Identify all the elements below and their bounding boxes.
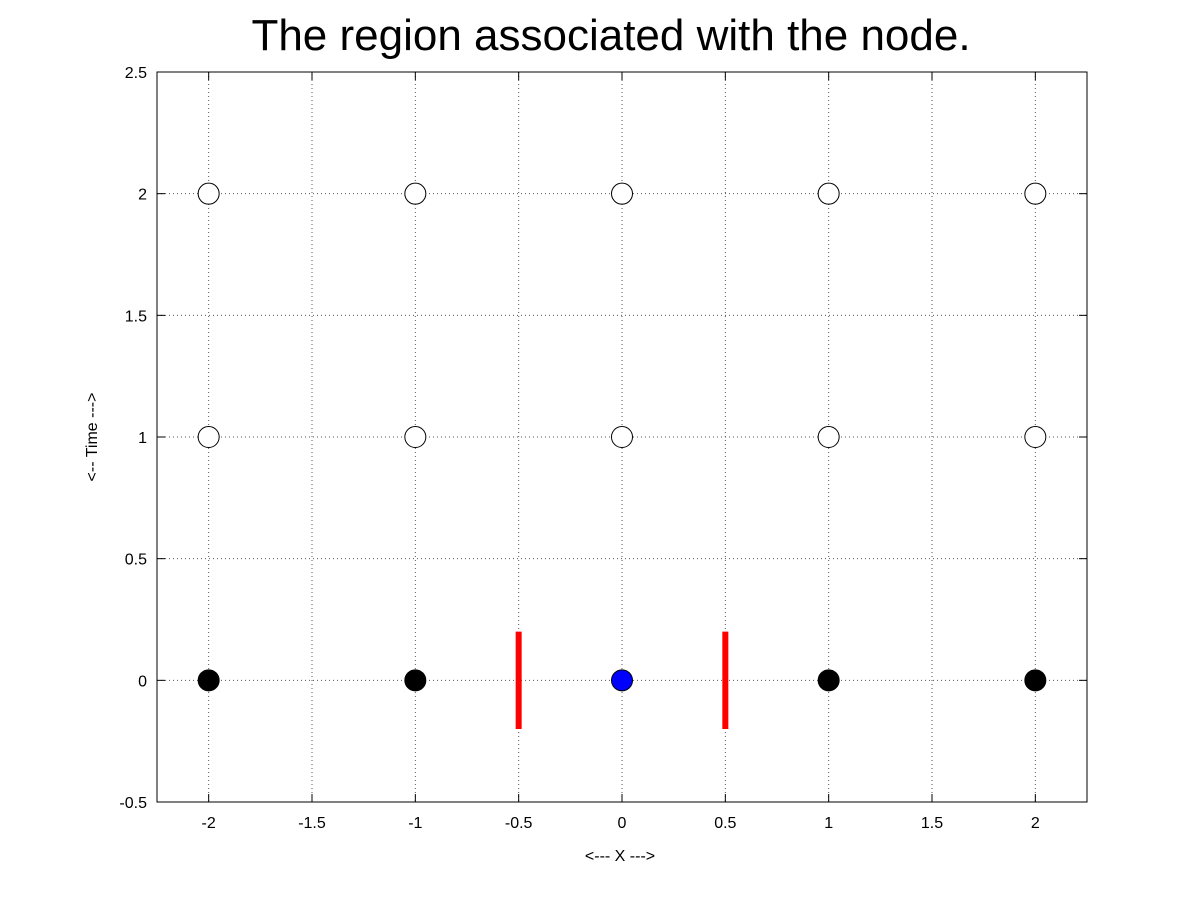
filled-point bbox=[1024, 669, 1047, 692]
open-point bbox=[1024, 182, 1047, 205]
x-tick-label: 1.5 bbox=[921, 815, 943, 832]
open-point bbox=[817, 182, 840, 205]
y-tick-label: 0 bbox=[138, 673, 147, 690]
tick-labels: -2 -1.5 -1 -0.5 0 0.5 1 1.5 2 -0.5 0 0.5 1 1.5 2 2.5 bbox=[119, 65, 1039, 832]
chart-title: The region associated with the node. bbox=[251, 11, 970, 60]
data-points bbox=[197, 182, 1047, 692]
x-tick-label: 0 bbox=[618, 815, 627, 832]
open-point bbox=[611, 426, 633, 448]
y-axis-label: <-- Time ---> bbox=[84, 393, 101, 482]
x-tick-label: 2 bbox=[1031, 815, 1040, 832]
y-tick-label: 2.5 bbox=[125, 65, 147, 82]
axis-ticks bbox=[157, 71, 1087, 803]
open-point bbox=[611, 182, 633, 205]
x-axis-label: <--- X ---> bbox=[585, 848, 655, 865]
filled-point bbox=[197, 669, 220, 692]
y-tick-label: 2 bbox=[138, 187, 147, 204]
open-point bbox=[404, 182, 427, 205]
filled-point bbox=[404, 669, 427, 692]
x-tick-label: 0.5 bbox=[714, 815, 736, 832]
open-point bbox=[197, 182, 220, 205]
x-tick-label: -2 bbox=[202, 815, 216, 832]
y-tick-label: -0.5 bbox=[119, 795, 147, 812]
open-point bbox=[197, 426, 220, 448]
node-point bbox=[611, 669, 633, 692]
x-tick-label: -0.5 bbox=[505, 815, 533, 832]
y-tick-label: 1 bbox=[138, 430, 147, 447]
y-tick-label: 1.5 bbox=[125, 308, 147, 325]
x-tick-label: 1 bbox=[824, 815, 833, 832]
open-point bbox=[404, 426, 427, 448]
region-bounds bbox=[515, 631, 729, 729]
x-tick-label: -1.5 bbox=[298, 815, 326, 832]
open-point bbox=[817, 426, 840, 448]
x-tick-label: -1 bbox=[408, 815, 422, 832]
filled-point bbox=[817, 669, 840, 692]
open-point bbox=[1024, 426, 1047, 448]
y-tick-label: 0.5 bbox=[125, 552, 147, 569]
